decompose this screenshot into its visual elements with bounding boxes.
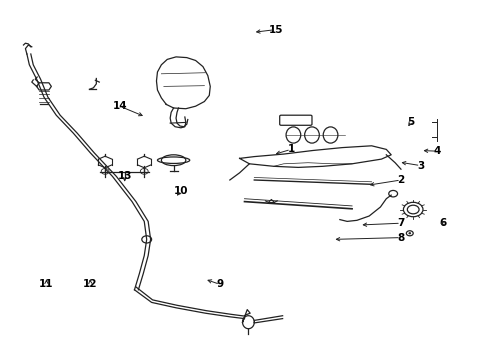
Text: 6: 6 <box>438 218 445 228</box>
Text: 3: 3 <box>416 161 423 171</box>
Text: 4: 4 <box>433 146 441 156</box>
Text: 8: 8 <box>397 233 404 243</box>
Text: 13: 13 <box>117 171 132 181</box>
Text: 10: 10 <box>173 186 188 196</box>
Text: 2: 2 <box>397 175 404 185</box>
Text: 7: 7 <box>396 218 404 228</box>
Text: 15: 15 <box>268 24 283 35</box>
Text: 14: 14 <box>112 101 127 111</box>
Text: 12: 12 <box>83 279 98 289</box>
Text: 9: 9 <box>216 279 223 289</box>
Text: 5: 5 <box>407 117 413 127</box>
Text: 1: 1 <box>287 144 294 154</box>
Circle shape <box>408 233 410 234</box>
Text: 11: 11 <box>39 279 54 289</box>
